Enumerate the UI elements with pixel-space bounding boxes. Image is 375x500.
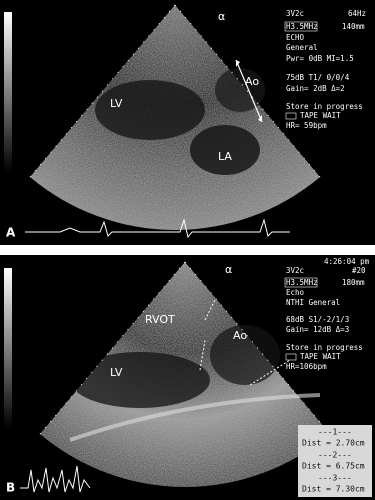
- ecg-trace: [25, 218, 290, 239]
- store: Store in progress: [286, 102, 363, 111]
- mode: ECHO: [286, 33, 305, 42]
- ao-cavity: [210, 325, 280, 385]
- preset: NTHI General: [286, 298, 340, 307]
- lv-cavity: [70, 352, 210, 408]
- store: Store in progress: [286, 343, 363, 352]
- panel-letter: B: [6, 481, 15, 495]
- lv-cavity: [95, 80, 205, 140]
- panel-b: α RVOT Ao LV 4:26:04 pm 3V2c #20 H3.5MHz…: [0, 255, 375, 500]
- ao-cavity: [215, 68, 265, 112]
- label: RVOT: [145, 313, 175, 326]
- label: Ao: [245, 75, 259, 88]
- freq: H3.5MHz: [286, 278, 318, 287]
- measurement-box: [298, 425, 372, 497]
- probe: 3V2c: [286, 266, 304, 275]
- probe: 3V2c: [286, 9, 304, 18]
- la-cavity: [190, 125, 260, 175]
- ecg-trace: [20, 465, 91, 493]
- arrow: [235, 59, 263, 123]
- rate: 64Hz: [348, 9, 366, 18]
- measurement-header: ---1---: [318, 428, 352, 437]
- measurement-header: ---3---: [318, 474, 352, 483]
- measurement-value: Dist = 2.70cm: [302, 439, 365, 448]
- measurement-value: Dist = 7.30cm: [302, 485, 365, 494]
- measurement-header: ---2---: [318, 451, 352, 460]
- time: 4:26:04 pm: [324, 257, 370, 266]
- gain: Gain= 2dB Δ=2: [286, 84, 345, 93]
- measurement-value: Dist = 6.75cm: [302, 462, 365, 471]
- tape-icon: [285, 353, 297, 361]
- freq-box: [284, 277, 318, 288]
- marker: α: [218, 10, 225, 23]
- heart-rate: HR=106bpm: [286, 362, 327, 371]
- gray-scale: [4, 268, 12, 428]
- calipers: [199, 299, 291, 386]
- frame: #20: [352, 266, 366, 275]
- depth: 180mm: [342, 278, 365, 287]
- label: LA: [218, 150, 232, 163]
- tape-icon: [285, 112, 297, 120]
- pericardium: [69, 393, 321, 442]
- freq: H3.5MHz: [286, 22, 318, 31]
- tape: TAPE WAIT: [300, 111, 341, 120]
- power: Pwr= 0dB MI=1.5: [286, 54, 354, 63]
- label: LV: [110, 366, 123, 379]
- dynamic-range: 75dB T1/ 0/0/4: [286, 73, 350, 82]
- depth: 140mm: [342, 22, 365, 31]
- dynamic-range: 68dB S1/-2/1/3: [286, 315, 349, 324]
- tape: TAPE WAIT: [300, 352, 341, 361]
- depth-markers: [39, 261, 331, 435]
- mode: Echo: [286, 288, 305, 297]
- panel-letter: A: [6, 226, 16, 240]
- panel-a: α LV Ao LA 3V2c 64Hz H3.5MHz 140mm ECHO …: [0, 0, 375, 245]
- freq-box: [284, 21, 318, 32]
- gain: Gain= 12dB Δ=3: [286, 325, 349, 334]
- gray-scale: [4, 12, 12, 172]
- marker: α: [225, 263, 232, 276]
- label: Ao: [233, 329, 247, 342]
- measurement-list: ---1--- Dist = 2.70cm ---2--- Dist = 6.75cm…: [302, 428, 365, 494]
- heart-rate: HR= 59bpm: [286, 121, 327, 130]
- depth-markers: [29, 4, 321, 178]
- preset: General: [286, 43, 318, 52]
- label: LV: [110, 97, 123, 110]
